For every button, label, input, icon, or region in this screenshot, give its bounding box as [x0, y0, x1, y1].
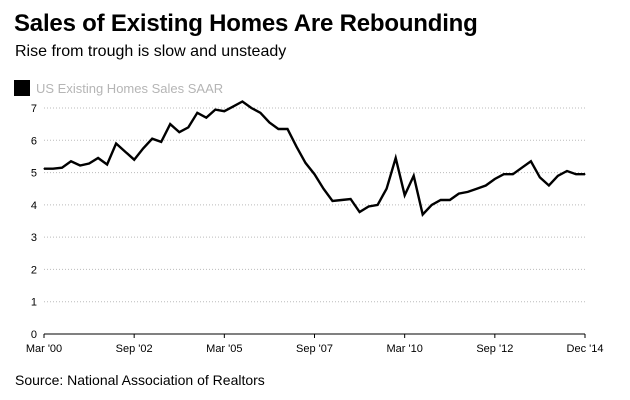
data-point: [349, 198, 352, 200]
data-point: [295, 146, 298, 148]
data-point: [485, 184, 487, 187]
data-point: [467, 191, 469, 193]
data-point: [250, 107, 252, 109]
legend-swatch: [14, 80, 30, 96]
data-point: [449, 199, 451, 201]
x-tick-label: Sep '07: [296, 343, 333, 355]
legend: US Existing Homes Sales SAAR: [14, 80, 223, 96]
data-point: [232, 105, 234, 107]
data-point: [214, 109, 216, 111]
data-point: [368, 205, 370, 208]
data-point: [322, 188, 325, 190]
data-point: [539, 176, 541, 179]
data-point: [151, 138, 153, 140]
data-point: [530, 160, 532, 162]
data-point: [43, 168, 45, 170]
data-point: [286, 128, 289, 130]
y-tick-label: 1: [31, 297, 37, 309]
data-point: [413, 175, 415, 177]
legend-label: US Existing Homes Sales SAAR: [36, 80, 224, 96]
chart-title: Sales of Existing Homes Are Rebounding: [14, 10, 478, 37]
data-point: [440, 199, 442, 201]
chart-subtitle: Rise from trough is slow and unsteady: [15, 43, 287, 60]
data-point: [476, 188, 478, 190]
data-point: [386, 188, 388, 190]
data-point: [187, 126, 189, 128]
x-tick-label: Sep '02: [116, 343, 153, 355]
data-point: [313, 173, 316, 175]
data-point: [304, 162, 307, 164]
x-tick-label: Dec '14: [567, 343, 604, 355]
data-point: [557, 175, 559, 177]
data-point: [377, 204, 379, 206]
data-point: [61, 167, 63, 169]
x-tick-label: Mar '10: [386, 343, 422, 355]
source-note: Source: National Association of Realtors: [15, 372, 265, 388]
data-point: [124, 150, 126, 153]
data-point: [422, 213, 424, 216]
y-tick-label: 7: [31, 103, 37, 115]
data-point: [115, 142, 117, 145]
data-point: [503, 173, 505, 175]
data-point: [70, 160, 72, 162]
data-point: [160, 141, 162, 143]
data-point: [277, 128, 280, 130]
data-point: [575, 173, 577, 175]
data-point: [169, 123, 171, 125]
data-point: [142, 147, 144, 149]
data-point: [521, 167, 523, 169]
data-point: [431, 204, 433, 206]
data-point: [566, 170, 568, 172]
data-point: [205, 117, 207, 119]
x-tick-label: Mar '05: [206, 343, 242, 355]
data-point: [79, 164, 81, 167]
x-tick-label: Sep '12: [476, 343, 513, 355]
data-point: [268, 121, 271, 124]
data-point: [106, 163, 108, 166]
data-point: [178, 131, 180, 133]
data-point: [494, 178, 496, 180]
data-point: [97, 157, 99, 159]
x-tick-label: Mar '00: [26, 343, 62, 355]
data-point: [395, 157, 397, 159]
y-tick-label: 0: [31, 329, 37, 341]
data-point: [241, 100, 243, 103]
data-point: [584, 173, 586, 175]
data-point: [358, 211, 361, 213]
y-tick-label: 5: [31, 168, 37, 180]
data-point: [458, 192, 460, 195]
data-point: [331, 200, 334, 202]
data-point: [404, 194, 406, 196]
data-point: [259, 112, 261, 114]
data-point: [52, 168, 54, 170]
y-tick-label: 3: [31, 232, 37, 244]
data-point: [196, 112, 198, 114]
y-tick-label: 6: [31, 135, 37, 147]
data-point: [548, 184, 550, 187]
series-line: [44, 100, 585, 217]
data-point: [133, 159, 135, 161]
data-point: [512, 173, 514, 175]
y-tick-label: 4: [31, 200, 37, 212]
data-point: [88, 162, 90, 165]
data-point: [223, 110, 225, 112]
data-point: [340, 199, 343, 201]
y-tick-label: 2: [31, 264, 37, 276]
